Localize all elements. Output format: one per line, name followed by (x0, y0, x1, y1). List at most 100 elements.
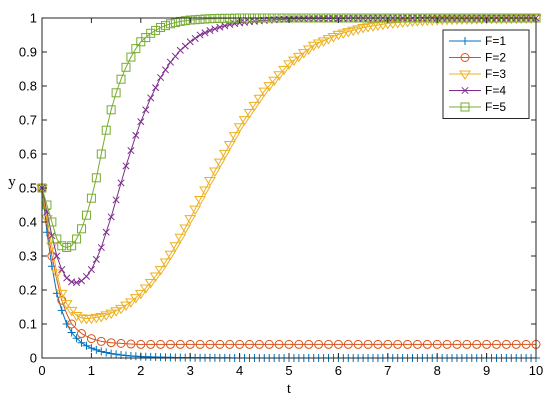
data-point (101, 125, 111, 135)
data-point (92, 255, 100, 263)
legend-marker (460, 53, 470, 62)
data-point (353, 339, 363, 349)
y-tick-label: 0.3 (19, 249, 37, 264)
series-layer (36, 13, 542, 362)
data-point (151, 25, 161, 35)
data-point (223, 140, 236, 151)
data-point (106, 105, 116, 115)
x-tick-label: 2 (137, 363, 144, 378)
data-point (327, 32, 340, 43)
data-point (67, 328, 76, 337)
data-point (530, 14, 542, 24)
data-point (63, 274, 71, 282)
data-point (67, 241, 77, 251)
data-point (304, 339, 314, 349)
data-point (121, 62, 131, 72)
data-point (442, 339, 452, 349)
y-axis-label: y (8, 174, 16, 190)
data-point (122, 162, 130, 170)
data-point (363, 339, 373, 349)
data-point (146, 28, 156, 38)
x-tick-label: 0 (38, 363, 45, 378)
data-point (149, 272, 162, 283)
data-point (174, 233, 187, 244)
data-point (263, 82, 276, 92)
data-point (159, 258, 172, 268)
data-point (65, 306, 78, 317)
data-point (48, 232, 56, 240)
data-point (82, 341, 91, 350)
data-point (186, 38, 194, 46)
data-point (211, 25, 219, 33)
data-point (205, 14, 215, 24)
data-point (225, 339, 235, 349)
data-point (179, 224, 192, 234)
x-tick-label: 1 (88, 363, 95, 378)
data-point (175, 16, 185, 26)
data-point (189, 205, 202, 216)
data-point (47, 217, 57, 227)
data-point (95, 313, 108, 323)
data-point (244, 339, 254, 349)
data-point (432, 339, 442, 349)
data-point (52, 234, 62, 244)
data-point (96, 336, 106, 346)
data-point (307, 41, 320, 52)
data-point (152, 84, 160, 92)
data-point (205, 339, 215, 349)
x-tick-label: 4 (236, 363, 243, 378)
data-point (322, 35, 335, 45)
legend-entry: F=2 (449, 51, 506, 65)
data-point (166, 58, 174, 66)
data-point (57, 306, 66, 315)
data-point (235, 339, 245, 349)
data-point (184, 215, 197, 225)
data-point (253, 94, 266, 105)
data-point (125, 298, 137, 308)
data-point (185, 339, 195, 349)
data-point (171, 52, 179, 60)
data-point (139, 284, 152, 294)
data-point (62, 243, 72, 252)
data-point (213, 158, 226, 169)
data-point (333, 339, 343, 349)
data-point (185, 15, 195, 25)
data-point (511, 339, 521, 349)
data-point (57, 241, 67, 251)
data-point (77, 329, 87, 339)
data-point (107, 213, 115, 221)
legend-marker (461, 86, 469, 95)
data-point (72, 334, 81, 343)
data-point (170, 18, 180, 28)
x-tick-label: 5 (285, 363, 292, 378)
data-point (154, 266, 167, 276)
data-point (412, 339, 422, 349)
data-point (200, 14, 210, 24)
data-point (278, 65, 290, 76)
legend-entry: F=4 (449, 84, 506, 98)
data-point (142, 106, 150, 114)
legend-label: F=1 (485, 34, 506, 48)
data-point (53, 252, 61, 260)
data-point (482, 339, 492, 349)
data-point (126, 339, 136, 349)
data-point (233, 123, 246, 133)
data-point (97, 347, 106, 356)
data-point (317, 37, 330, 47)
x-tick-label: 7 (384, 363, 391, 378)
data-point (264, 339, 274, 349)
data-point (144, 279, 157, 289)
data-point (383, 339, 393, 349)
data-point (228, 132, 241, 142)
data-point (100, 311, 113, 321)
data-point (131, 44, 141, 54)
legend-label: F=4 (485, 84, 506, 98)
data-point (195, 14, 205, 24)
axes-layer: 0 1 2 3 4 5 6 7 8 9 10 0 0.1 0.2 0.3 0.4 0.5 0.6 0.7 0.8 0.9… (19, 11, 543, 379)
data-point (491, 339, 501, 349)
x-tick-label: 9 (483, 363, 490, 378)
data-point (243, 109, 256, 119)
y-tick-label: 1 (30, 11, 37, 26)
data-point (218, 149, 231, 160)
data-point (273, 71, 286, 81)
